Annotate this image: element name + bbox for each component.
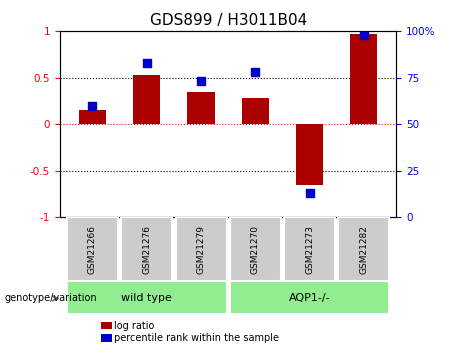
Bar — [101, 322, 112, 329]
Text: GSM21270: GSM21270 — [251, 225, 260, 274]
Text: wild type: wild type — [121, 293, 172, 303]
Bar — [67, 281, 226, 314]
Point — [143, 60, 150, 66]
Bar — [101, 334, 112, 342]
Bar — [296, 124, 323, 185]
Bar — [188, 91, 215, 124]
Point — [360, 32, 367, 38]
Text: GSM21279: GSM21279 — [196, 225, 206, 274]
Text: GSM21266: GSM21266 — [88, 225, 97, 274]
Bar — [121, 217, 172, 281]
Bar — [230, 281, 390, 314]
Bar — [242, 98, 269, 124]
Bar — [284, 217, 335, 281]
Point — [197, 79, 205, 84]
Text: genotype/variation: genotype/variation — [5, 294, 97, 303]
Text: log ratio: log ratio — [114, 321, 155, 331]
Text: GSM21273: GSM21273 — [305, 225, 314, 274]
Text: percentile rank within the sample: percentile rank within the sample — [114, 333, 279, 343]
Point — [252, 69, 259, 75]
Bar — [350, 34, 378, 124]
Bar — [133, 75, 160, 124]
Text: GSM21276: GSM21276 — [142, 225, 151, 274]
Point — [306, 190, 313, 196]
Text: GSM21282: GSM21282 — [360, 225, 368, 274]
Bar — [338, 217, 390, 281]
Bar — [79, 110, 106, 124]
Bar — [230, 217, 281, 281]
Text: AQP1-/-: AQP1-/- — [289, 293, 331, 303]
Bar — [67, 217, 118, 281]
Point — [89, 103, 96, 108]
Title: GDS899 / H3011B04: GDS899 / H3011B04 — [149, 13, 307, 29]
Bar — [176, 217, 226, 281]
